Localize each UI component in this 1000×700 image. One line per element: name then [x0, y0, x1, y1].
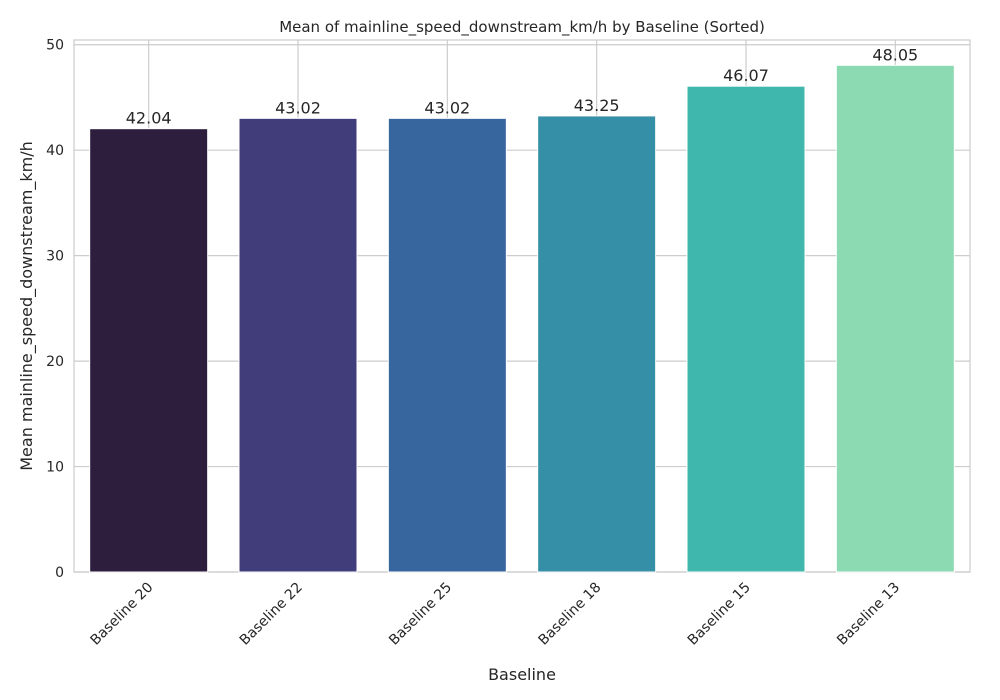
y-axis-ticks: 0 10 20 30 40 50 — [46, 38, 64, 581]
chart-title: Mean of mainline_speed_downstream_km/h b… — [279, 18, 765, 37]
bar — [387, 117, 507, 573]
bar — [238, 117, 358, 573]
x-tick-label: Baseline 13 — [834, 580, 903, 649]
bar — [835, 64, 955, 573]
x-axis-label: Baseline — [488, 665, 556, 684]
y-tick-label: 50 — [46, 38, 64, 54]
bar-value-label: 43.02 — [275, 98, 321, 117]
bar-value-label: 43.25 — [574, 96, 620, 115]
y-tick-label: 30 — [46, 249, 64, 265]
x-tick-label: Baseline 20 — [87, 580, 156, 649]
bar-value-label: 43.02 — [424, 98, 470, 117]
bar — [686, 85, 806, 573]
y-tick-label: 10 — [46, 460, 64, 476]
bars — [89, 64, 955, 573]
x-tick-label: Baseline 25 — [386, 580, 455, 649]
x-axis-ticks: Baseline 20 Baseline 22 Baseline 25 Baselin… — [87, 580, 903, 649]
bar-value-label: 42.04 — [126, 109, 172, 128]
y-axis-label: Mean mainline_speed_downstream_km/h — [17, 141, 37, 471]
x-tick-label: Baseline 15 — [685, 580, 754, 649]
bar — [537, 115, 657, 573]
bar-value-label: 46.07 — [723, 66, 769, 85]
y-tick-label: 20 — [46, 354, 64, 370]
x-tick-label: Baseline 18 — [535, 580, 604, 649]
plot-area — [73, 39, 971, 573]
x-tick-label: Baseline 22 — [237, 580, 306, 649]
bar — [89, 128, 209, 573]
y-tick-label: 40 — [46, 143, 64, 159]
data-labels: 42.04 43.02 43.02 43.25 46.07 48.05 — [126, 45, 918, 127]
bar-value-label: 48.05 — [872, 45, 918, 64]
y-tick-label: 0 — [55, 565, 64, 581]
